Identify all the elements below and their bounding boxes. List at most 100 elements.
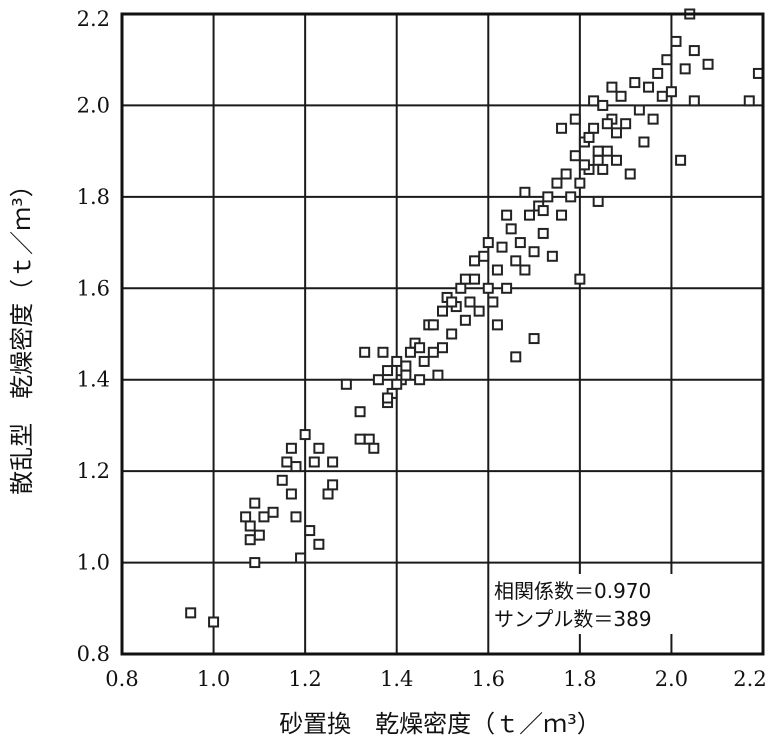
data-point bbox=[400, 369, 412, 381]
data-point bbox=[354, 433, 366, 445]
data-point bbox=[368, 442, 380, 454]
data-point bbox=[615, 90, 627, 102]
data-point bbox=[340, 378, 352, 390]
data-point bbox=[414, 342, 426, 354]
data-point bbox=[528, 246, 540, 258]
data-point bbox=[469, 255, 481, 267]
data-point bbox=[308, 456, 320, 468]
data-point bbox=[478, 250, 490, 262]
data-point bbox=[610, 127, 622, 139]
data-point bbox=[592, 145, 604, 157]
data-point bbox=[675, 154, 687, 166]
data-point bbox=[601, 145, 613, 157]
data-point bbox=[537, 227, 549, 239]
data-point bbox=[652, 67, 664, 79]
data-point bbox=[249, 497, 261, 509]
data-point bbox=[688, 45, 700, 57]
data-point bbox=[514, 237, 526, 249]
data-point bbox=[743, 95, 755, 107]
data-point bbox=[679, 63, 691, 75]
data-point bbox=[244, 520, 256, 532]
data-point bbox=[391, 378, 403, 390]
data-point bbox=[327, 456, 339, 468]
y-tick-label: 1.6 bbox=[77, 276, 110, 300]
data-point bbox=[574, 177, 586, 189]
data-point bbox=[638, 136, 650, 148]
data-point bbox=[327, 479, 339, 491]
data-point bbox=[528, 333, 540, 345]
data-point bbox=[592, 195, 604, 207]
data-point bbox=[565, 191, 577, 203]
data-point bbox=[496, 241, 508, 253]
data-point bbox=[427, 346, 439, 358]
data-point bbox=[588, 95, 600, 107]
x-tick-label: 2.0 bbox=[655, 667, 688, 691]
data-point bbox=[464, 296, 476, 308]
data-point bbox=[459, 314, 471, 326]
data-point bbox=[295, 552, 307, 564]
data-point bbox=[304, 525, 316, 537]
data-point bbox=[569, 113, 581, 125]
data-point bbox=[592, 154, 604, 166]
data-point bbox=[601, 118, 613, 130]
data-point bbox=[437, 305, 448, 317]
data-point bbox=[459, 273, 471, 285]
data-point bbox=[588, 122, 600, 134]
data-point bbox=[432, 369, 444, 381]
data-point bbox=[597, 163, 609, 175]
data-point bbox=[610, 154, 622, 166]
data-point bbox=[455, 282, 467, 294]
x-tick-label: 2.2 bbox=[733, 667, 766, 691]
x-tick-label: 0.8 bbox=[105, 667, 138, 691]
data-point bbox=[505, 223, 517, 235]
x-tick-labels: 0.8 1.0 1.2 1.4 1.6 1.8 2.0 2.2 bbox=[105, 667, 766, 691]
data-point bbox=[249, 557, 261, 569]
data-point bbox=[377, 346, 389, 358]
data-point bbox=[240, 511, 252, 523]
data-point bbox=[418, 355, 430, 367]
data-point bbox=[382, 365, 394, 377]
data-point bbox=[285, 442, 297, 454]
data-point bbox=[363, 433, 375, 445]
data-point bbox=[482, 237, 494, 249]
data-point bbox=[519, 264, 531, 276]
data-point bbox=[491, 319, 503, 331]
data-point bbox=[670, 35, 682, 47]
data-point bbox=[382, 392, 394, 404]
sample-count-label: サンプル数＝389 bbox=[494, 607, 652, 631]
data-point bbox=[606, 81, 618, 93]
data-point bbox=[537, 205, 549, 217]
data-point bbox=[185, 607, 197, 619]
data-point bbox=[487, 296, 499, 308]
data-point bbox=[629, 77, 641, 89]
data-point bbox=[313, 442, 325, 454]
data-point bbox=[446, 296, 458, 308]
data-point bbox=[253, 529, 265, 541]
data-point bbox=[244, 534, 256, 546]
data-point bbox=[491, 264, 503, 276]
data-point bbox=[523, 209, 535, 221]
x-tick-label: 1.0 bbox=[197, 667, 230, 691]
data-point bbox=[643, 81, 655, 93]
data-point bbox=[400, 360, 412, 372]
x-tick-label: 1.2 bbox=[288, 667, 321, 691]
data-point bbox=[313, 538, 325, 550]
data-point bbox=[281, 456, 293, 468]
data-point bbox=[359, 346, 371, 358]
data-point bbox=[404, 346, 416, 358]
data-point bbox=[560, 168, 572, 180]
data-point bbox=[372, 374, 384, 386]
data-point bbox=[258, 511, 270, 523]
x-tick-label: 1.8 bbox=[563, 667, 596, 691]
data-point bbox=[519, 186, 531, 198]
y-tick-label: 0.8 bbox=[77, 642, 110, 666]
data-point bbox=[285, 488, 297, 500]
data-point bbox=[473, 305, 485, 317]
y-tick-label: 1.8 bbox=[77, 185, 110, 209]
data-point bbox=[624, 168, 636, 180]
y-tick-label: 2.0 bbox=[77, 93, 110, 117]
data-point bbox=[574, 273, 586, 285]
x-axis-title: 砂置換 乾燥密度（ｔ／ｍ³） bbox=[279, 710, 601, 738]
data-point bbox=[501, 282, 513, 294]
data-point bbox=[546, 250, 558, 262]
